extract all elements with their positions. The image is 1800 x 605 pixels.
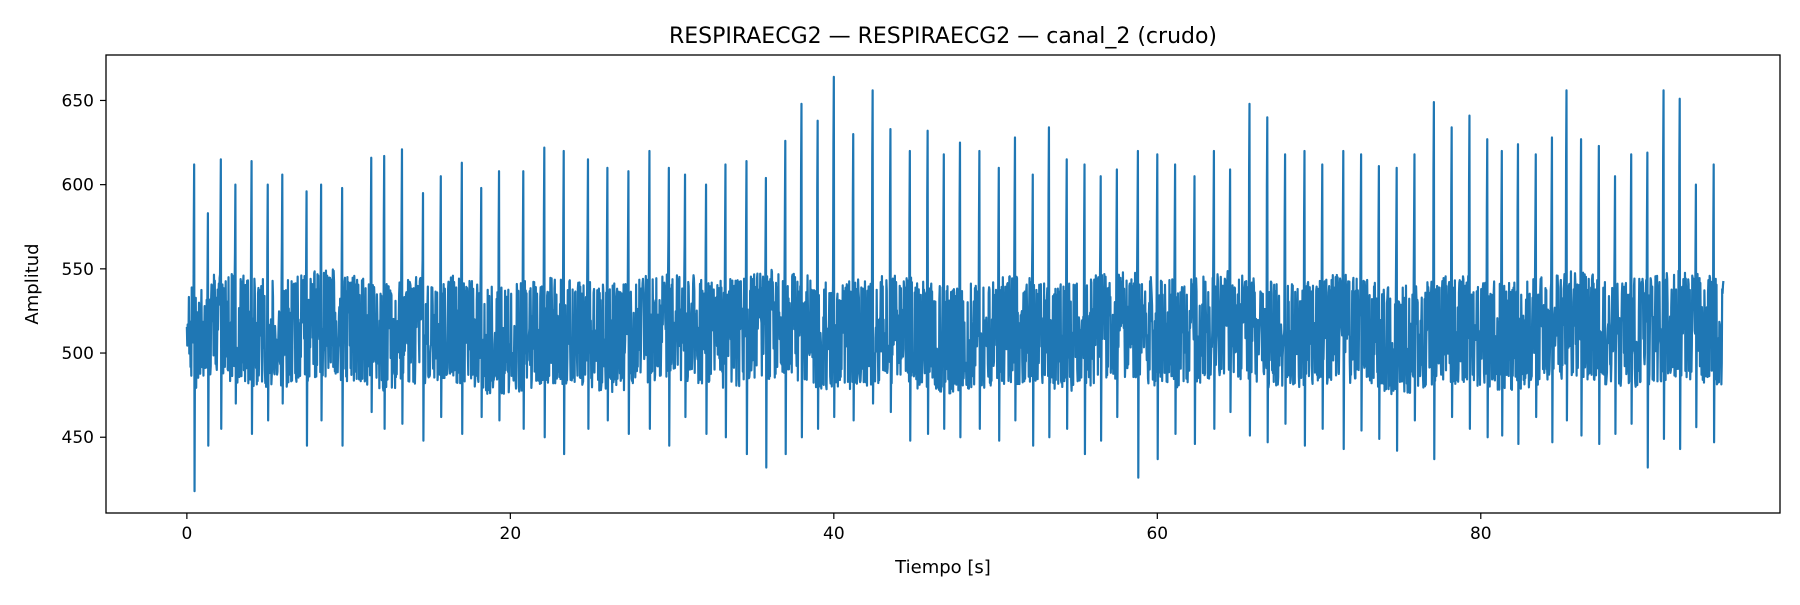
x-tick-label: 60 bbox=[1146, 524, 1168, 544]
y-tick-label: 650 bbox=[62, 91, 94, 111]
x-tick-label: 40 bbox=[823, 524, 845, 544]
y-tick-label: 500 bbox=[62, 344, 94, 364]
y-tick-label: 550 bbox=[62, 260, 94, 280]
signal-line bbox=[185, 75, 1725, 493]
plot-area bbox=[185, 75, 1725, 493]
y-axis-label: Amplitud bbox=[22, 243, 43, 324]
x-tick-label: 80 bbox=[1470, 524, 1492, 544]
axes-frame bbox=[105, 54, 1781, 514]
x-axis-label: Tiempo [s] bbox=[894, 557, 991, 578]
y-tick-label: 600 bbox=[62, 176, 94, 196]
x-axis: 0 20 40 60 80 bbox=[181, 513, 1492, 544]
x-tick-label: 20 bbox=[500, 524, 522, 544]
x-tick-label: 0 bbox=[181, 524, 192, 544]
y-tick-label: 450 bbox=[62, 428, 94, 448]
chart-title: RESPIRAECG2 — RESPIRAECG2 — canal_2 (cru… bbox=[669, 24, 1217, 49]
y-axis: 450 500 550 600 650 bbox=[62, 91, 106, 448]
